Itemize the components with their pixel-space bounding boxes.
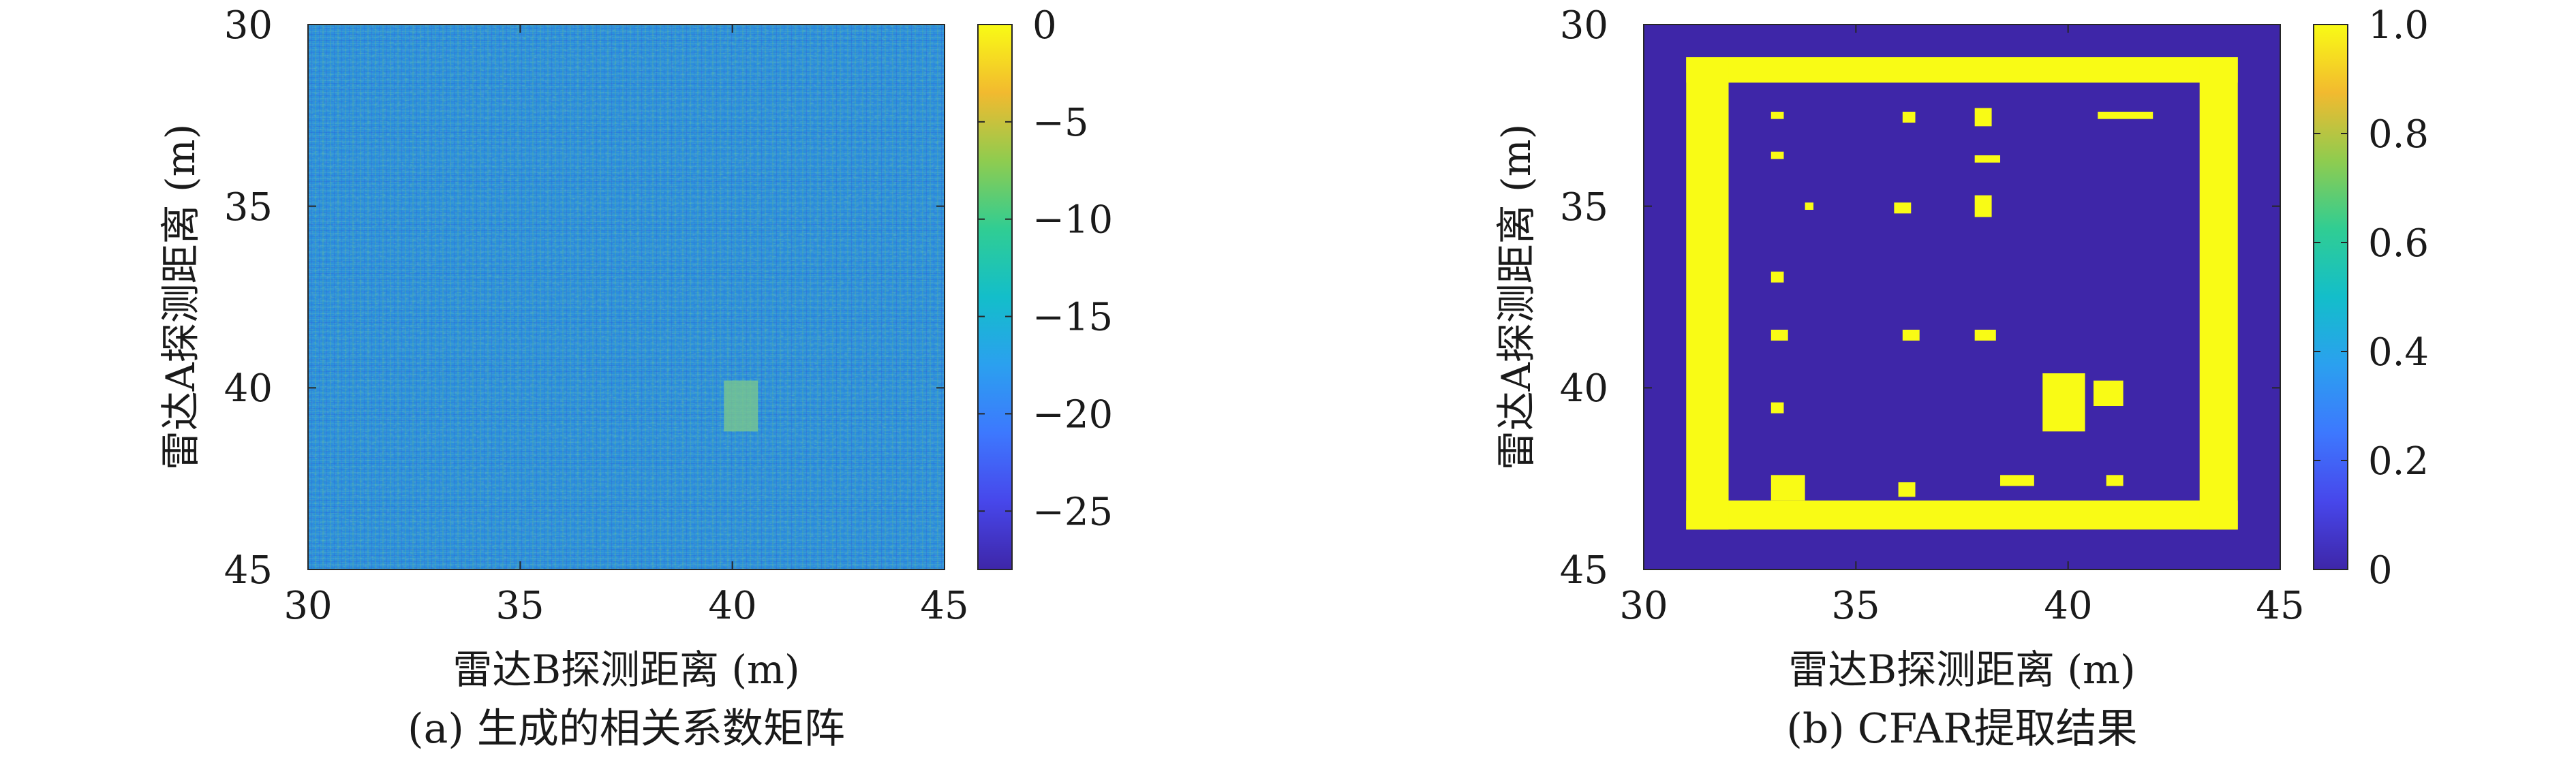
- panel-a: 30 35 40 45 30 35 40 45 雷达B探测距离 (m) 雷达A探…: [157, 3, 1113, 753]
- y-tick-b-2: 40: [1560, 366, 1608, 411]
- y-tick-a-3: 45: [224, 548, 273, 593]
- detection-8: [1770, 151, 1784, 159]
- colorbar-b-tick-2: 0.6: [2368, 221, 2429, 266]
- colorbar-a: 0 −5 −10 −15 −20 −25: [977, 3, 1113, 570]
- colorbar-b-tick-4: 0.2: [2368, 439, 2429, 484]
- detection-16: [1974, 330, 1996, 341]
- x-tick-b-2: 40: [2044, 584, 2092, 628]
- colorbar-b-tick-5: 0: [2368, 548, 2393, 593]
- x-tick-a-2: 40: [708, 584, 756, 628]
- detection-22: [2000, 475, 2034, 486]
- x-tick-b-3: 45: [2256, 584, 2304, 628]
- x-tick-a-3: 45: [920, 584, 968, 628]
- detection-3: [2199, 57, 2238, 530]
- caption-a: (a) 生成的相关系数矩阵: [408, 705, 845, 753]
- colorbar-a-tick-2: −10: [1032, 198, 1113, 243]
- colorbar-b-gradient: [2313, 24, 2348, 570]
- caption-b: (b) CFAR提取结果: [1786, 705, 2137, 753]
- x-tick-b-0: 30: [1619, 584, 1668, 628]
- colorbar-a-tick-1: −5: [1032, 101, 1089, 145]
- colorbar-b-tick-3: 0.4: [2368, 330, 2429, 375]
- detection-12: [1974, 195, 1992, 217]
- detection-15: [1902, 330, 1920, 341]
- y-axis-label-a: 雷达A探测距离 (m): [157, 124, 204, 471]
- detection-13: [1770, 271, 1784, 283]
- colorbar-b: 1.0 0.8 0.6 0.4 0.2 0: [2313, 3, 2429, 593]
- y-tick-a-1: 35: [224, 185, 273, 230]
- detection-18: [2094, 380, 2123, 406]
- detection-23: [2106, 475, 2123, 486]
- detection-1: [1686, 500, 2238, 530]
- detection-4: [1770, 112, 1784, 119]
- colorbar-a-tick-3: −15: [1032, 296, 1113, 340]
- y-tick-b-0: 30: [1560, 3, 1608, 48]
- plot-frame-a: [307, 24, 945, 570]
- detection-6: [1974, 108, 1992, 127]
- plot-frame-b: [1643, 24, 2281, 570]
- heatmap-b-background: [1644, 25, 2280, 569]
- correlation-patch: [724, 380, 758, 432]
- colorbar-b-tick-1: 0.8: [2368, 112, 2429, 157]
- panel-b: 30 35 40 45 30 35 40 45 雷达B探测距离 (m) 雷达A探…: [1493, 3, 2429, 753]
- colorbar-a-gradient: [977, 24, 1013, 570]
- detection-21: [1898, 482, 1916, 497]
- y-axis-label-b: 雷达A探测距离 (m): [1493, 124, 1539, 471]
- x-tick-a-1: 35: [495, 584, 544, 628]
- detection-19: [1770, 402, 1784, 413]
- y-tick-b-1: 35: [1560, 185, 1608, 230]
- detection-14: [1770, 330, 1788, 341]
- detection-11: [1894, 202, 1912, 214]
- ticks-a: [307, 24, 945, 570]
- x-axis-label-a: 雷达B探测距离 (m): [453, 646, 799, 693]
- heatmap-a-image: [308, 25, 945, 569]
- detection-5: [1902, 112, 1916, 123]
- detections-b: [1686, 57, 2238, 530]
- detection-10: [1805, 202, 1814, 210]
- colorbar-a-tick-4: −20: [1032, 392, 1113, 437]
- x-tick-b-1: 35: [1831, 584, 1880, 628]
- detection-2: [1686, 57, 1729, 530]
- colorbar-a-tick-5: −25: [1032, 490, 1113, 534]
- x-axis-label-b: 雷达B探测距离 (m): [1788, 646, 2135, 693]
- y-tick-b-3: 45: [1560, 548, 1608, 593]
- detection-7: [2098, 112, 2153, 119]
- detection-9: [1974, 155, 2001, 163]
- colorbar-a-tick-0: 0: [1032, 3, 1057, 48]
- detection-17: [2042, 373, 2085, 432]
- y-tick-a-0: 30: [224, 3, 273, 48]
- detection-20: [1770, 475, 1805, 501]
- colorbar-b-tick-0: 1.0: [2368, 3, 2429, 48]
- ticks-b: [1643, 24, 2281, 570]
- detection-0: [1686, 57, 2238, 83]
- y-tick-a-2: 40: [224, 366, 273, 411]
- x-tick-a-0: 30: [283, 584, 332, 628]
